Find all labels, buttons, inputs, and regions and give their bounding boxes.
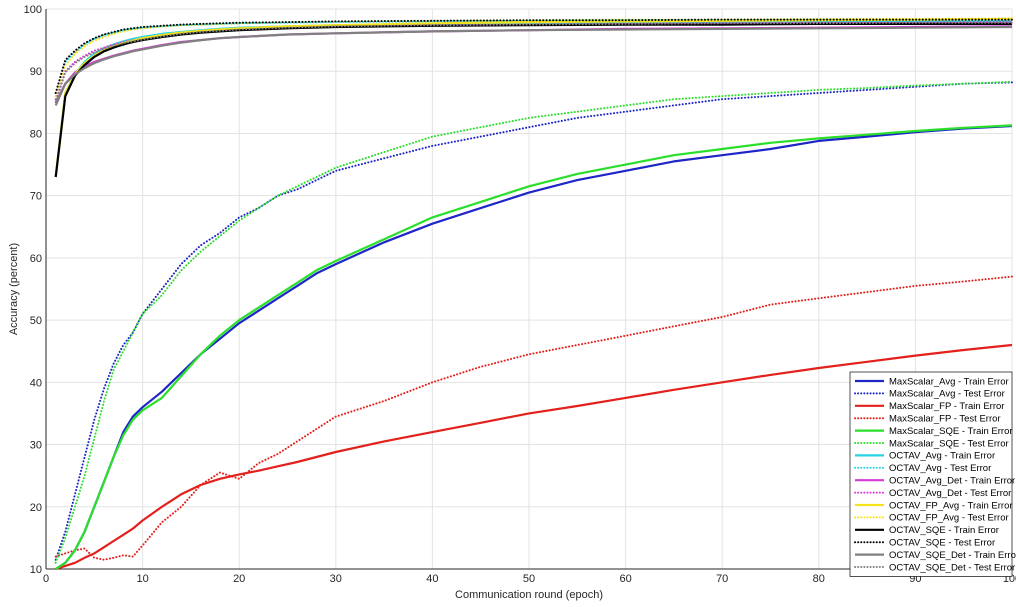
x-tick-label: 20 [233,573,245,585]
legend-label-11: OCTAV_FP_Avg - Test Error [889,513,1009,524]
x-tick-label: 40 [426,573,438,585]
legend-label-2: MaxScalar_FP - Train Error [889,401,1004,412]
legend-label-12: OCTAV_SQE - Train Error [889,525,999,536]
series-line-2 [55,343,1013,571]
series-line-1 [54,81,1013,561]
legend-label-3: MaxScalar_FP - Test Error [889,414,1001,425]
legend-label-6: OCTAV_Avg - Train Error [889,451,995,462]
legend-label-8: OCTAV_Avg_Det - Train Error [889,476,1015,487]
series-lines [54,17,1013,571]
y-tick-label: 90 [30,66,42,78]
series-line-3 [54,275,1013,561]
legend-label-9: OCTAV_Avg_Det - Test Error [889,488,1011,499]
series-line-4 [55,124,1013,570]
y-axis-label: Accuracy (percent) [8,243,20,335]
x-tick-label: 70 [716,573,728,585]
legend-label-10: OCTAV_FP_Avg - Train Error [889,500,1013,511]
y-tick-label: 60 [30,253,42,265]
y-tick-label: 30 [30,440,42,452]
x-tick-label: 10 [136,573,148,585]
y-tick-label: 50 [30,315,42,327]
y-tick-label: 100 [24,4,42,16]
x-tick-label: 60 [619,573,631,585]
y-tick-label: 20 [30,502,42,514]
x-tick-label: 50 [523,573,535,585]
y-tick-label: 70 [30,191,42,203]
legend-label-15: OCTAV_SQE_Det - Test Error [889,562,1015,573]
y-tick-label: 10 [30,564,42,576]
legend-label-7: OCTAV_Avg - Test Error [889,463,991,474]
legend-label-4: MaxScalar_SQE - Train Error [889,426,1013,437]
x-tick-label: 0 [43,573,49,585]
legend-label-13: OCTAV_SQE - Test Error [889,538,995,549]
series-line-15 [54,21,1013,104]
series-line-13 [54,18,1013,94]
legend: MaxScalar_Avg - Train Error MaxScalar_Avg… [849,371,1016,577]
y-tick-label: 80 [30,128,42,140]
legend-label-5: MaxScalar_SQE - Test Error [889,438,1009,449]
y-tick-label: 40 [30,377,42,389]
x-tick-label: 30 [330,573,342,585]
x-tick-label: 80 [813,573,825,585]
legend-label-1: MaxScalar_Avg - Test Error [889,389,1005,400]
series-line-5 [54,80,1013,564]
legend-label-0: MaxScalar_Avg - Train Error [889,376,1009,387]
legend-label-14: OCTAV_SQE_Det - Train Error [889,550,1016,561]
series-line-14 [54,25,1013,106]
x-axis-label: Communication round (epoch) [455,589,603,601]
